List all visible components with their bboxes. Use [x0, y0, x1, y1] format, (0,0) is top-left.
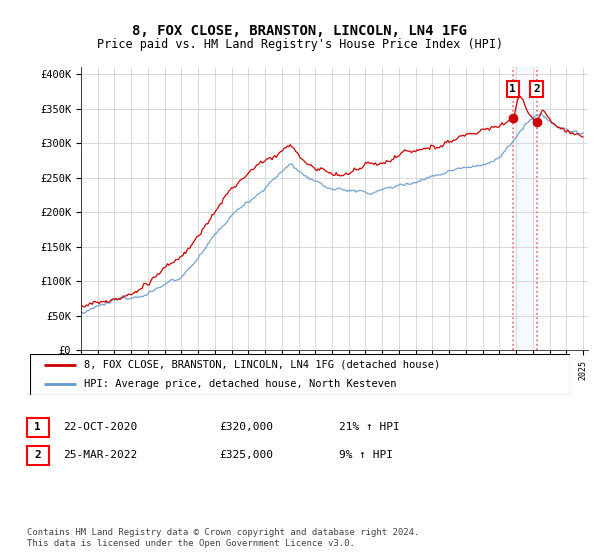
Text: 8, FOX CLOSE, BRANSTON, LINCOLN, LN4 1FG (detached house): 8, FOX CLOSE, BRANSTON, LINCOLN, LN4 1FG… — [84, 360, 440, 370]
Text: Price paid vs. HM Land Registry's House Price Index (HPI): Price paid vs. HM Land Registry's House … — [97, 38, 503, 51]
Text: £320,000: £320,000 — [219, 422, 273, 432]
Text: 2: 2 — [34, 450, 41, 460]
Text: £325,000: £325,000 — [219, 450, 273, 460]
Text: 1: 1 — [34, 422, 41, 432]
Text: 9% ↑ HPI: 9% ↑ HPI — [339, 450, 393, 460]
Text: 8, FOX CLOSE, BRANSTON, LINCOLN, LN4 1FG: 8, FOX CLOSE, BRANSTON, LINCOLN, LN4 1FG — [133, 24, 467, 38]
Text: 1: 1 — [509, 84, 516, 94]
Bar — [513, 67, 536, 350]
Text: 25-MAR-2022: 25-MAR-2022 — [63, 450, 137, 460]
Text: HPI: Average price, detached house, North Kesteven: HPI: Average price, detached house, Nort… — [84, 379, 397, 389]
Text: Contains HM Land Registry data © Crown copyright and database right 2024.
This d: Contains HM Land Registry data © Crown c… — [27, 528, 419, 548]
Text: 2: 2 — [533, 84, 540, 94]
Text: 21% ↑ HPI: 21% ↑ HPI — [339, 422, 400, 432]
Text: 22-OCT-2020: 22-OCT-2020 — [63, 422, 137, 432]
